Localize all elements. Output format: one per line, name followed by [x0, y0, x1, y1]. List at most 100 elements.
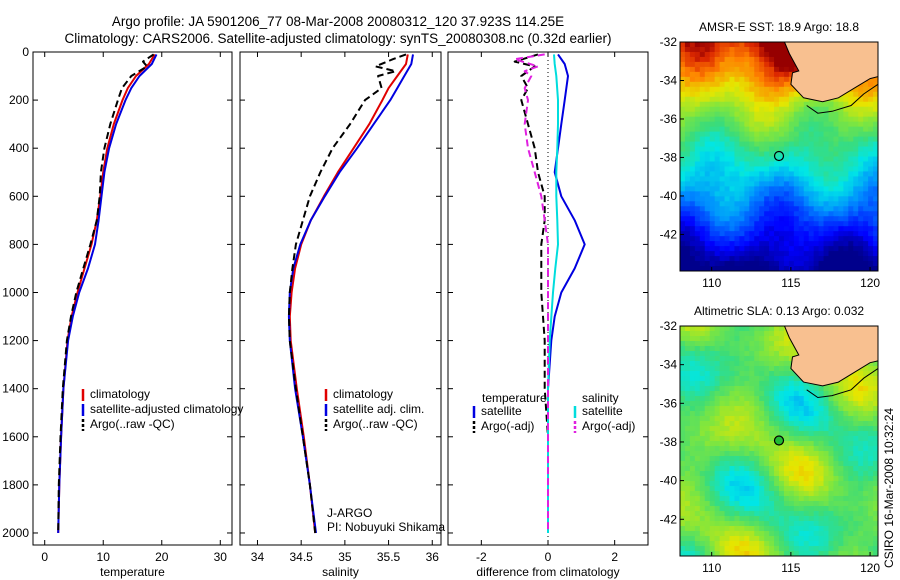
map-cell	[798, 431, 805, 437]
map-cell	[808, 146, 815, 153]
map-cell	[858, 111, 864, 118]
y-tick-label: -32	[660, 35, 678, 49]
x-tick-label: 10	[97, 550, 111, 564]
map-cell	[689, 146, 696, 153]
map-cell	[774, 61, 780, 68]
map-cell	[813, 111, 820, 118]
map-cell	[868, 206, 874, 212]
map-cell	[803, 256, 810, 262]
map-cell	[783, 541, 790, 547]
map-cell	[724, 161, 731, 168]
map-cell	[868, 241, 874, 247]
map-cell	[769, 186, 775, 192]
map-cell	[714, 351, 721, 357]
map-cell	[828, 236, 835, 242]
map-cell	[863, 166, 869, 173]
map-cell	[858, 541, 864, 547]
map-cell	[808, 406, 815, 412]
map-cell	[868, 116, 874, 123]
map-cell	[680, 536, 686, 542]
map-cell	[719, 186, 726, 192]
map-cell	[783, 266, 790, 271]
map-cell	[774, 381, 780, 387]
x-tick-label: 34.5	[289, 550, 313, 564]
map-cell	[699, 401, 706, 407]
map-cell	[858, 371, 864, 377]
map-cell	[680, 181, 686, 187]
map-cell	[803, 121, 810, 128]
map-cell	[684, 231, 691, 237]
map-cell	[848, 116, 854, 123]
map-cell	[873, 411, 878, 417]
map-cell	[798, 476, 805, 482]
map-cell	[788, 421, 795, 427]
map-cell	[813, 441, 820, 447]
map-cell	[803, 526, 810, 532]
map-cell	[680, 436, 686, 442]
map-cell	[719, 181, 726, 187]
map-cell	[818, 441, 825, 447]
map-cell	[744, 531, 750, 537]
map-cell	[764, 66, 770, 73]
map-cell	[764, 336, 770, 342]
map-cell	[808, 481, 815, 487]
map-cell	[793, 406, 800, 412]
map-cell	[779, 261, 785, 267]
map-cell	[704, 181, 711, 187]
map-cell	[863, 496, 869, 502]
map-cell	[833, 421, 839, 427]
map-cell	[833, 171, 839, 178]
map-cell	[744, 516, 750, 522]
map-cell	[783, 136, 790, 143]
map-cell	[858, 171, 864, 178]
map-cell	[734, 431, 740, 437]
map-cell	[843, 266, 849, 271]
map-cell	[853, 261, 859, 267]
map-cell	[749, 486, 755, 492]
map-cell	[833, 136, 839, 143]
map-cell	[769, 411, 775, 417]
map-cell	[818, 266, 825, 271]
map-cell	[788, 501, 795, 507]
map-cell	[739, 42, 745, 48]
map-cell	[744, 376, 750, 382]
map-cell	[734, 361, 740, 367]
map-cell	[783, 201, 790, 207]
map-cell	[699, 236, 706, 242]
map-cell	[714, 391, 721, 397]
map-cell	[734, 341, 740, 347]
map-cell	[719, 506, 726, 512]
map-cell	[744, 411, 750, 417]
map-cell	[719, 236, 726, 242]
map-cell	[759, 551, 765, 556]
map-cell	[798, 181, 805, 187]
map-cell	[684, 536, 691, 542]
map-cell	[779, 151, 785, 158]
map-cell	[680, 136, 686, 143]
map-cell	[759, 171, 765, 178]
map-cell	[739, 511, 745, 517]
map-cell	[779, 461, 785, 467]
map-cell	[818, 486, 825, 492]
map-cell	[749, 371, 755, 377]
map-cell	[843, 121, 849, 128]
map-cell	[729, 361, 736, 367]
map-cell	[808, 141, 815, 148]
map-cell	[783, 366, 790, 372]
map-cell	[694, 436, 701, 442]
map-cell	[689, 181, 696, 187]
map-cell	[714, 231, 721, 237]
map-cell	[848, 106, 854, 113]
map-cell	[759, 336, 765, 342]
map-cell	[709, 441, 716, 447]
map-cell	[793, 106, 800, 113]
map-cell	[680, 506, 686, 512]
map-cell	[739, 161, 745, 168]
map-cell	[843, 166, 849, 173]
map-cell	[689, 371, 696, 377]
map-cell	[734, 86, 740, 93]
map-cell	[699, 441, 706, 447]
map-cell	[709, 231, 716, 237]
argo-position-marker	[773, 150, 785, 162]
map-cell	[759, 501, 765, 507]
